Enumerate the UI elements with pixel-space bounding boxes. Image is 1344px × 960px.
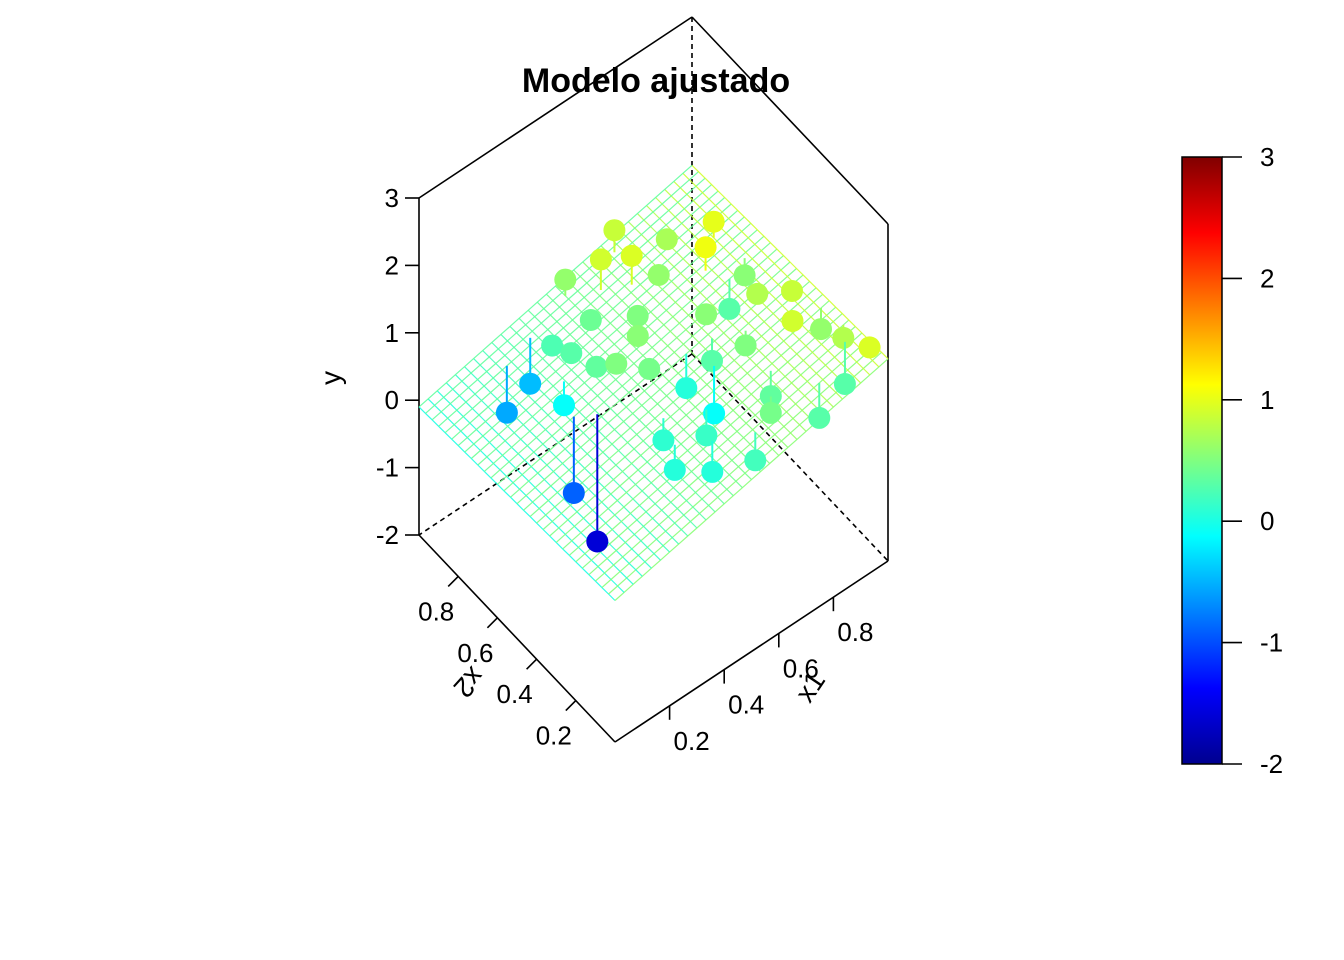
- z-tick-label: 3: [385, 183, 399, 213]
- data-point: [733, 264, 756, 287]
- data-point: [655, 228, 678, 251]
- plane-grid-line: [691, 164, 889, 360]
- z-tick-label: 0: [385, 385, 399, 415]
- z-tick-label: -2: [376, 520, 399, 550]
- data-point: [781, 310, 804, 332]
- data-point: [833, 373, 856, 395]
- data-point: [554, 268, 577, 291]
- x2-tick-label: 0.2: [536, 721, 572, 751]
- data-point: [718, 297, 741, 320]
- data-point: [603, 219, 626, 242]
- z-tick-label: 1: [385, 318, 399, 348]
- x1-tick-label: 0.6: [783, 653, 819, 683]
- data-point: [759, 401, 782, 424]
- data-point: [638, 357, 661, 380]
- colorbar-tick-label: -2: [1260, 749, 1283, 779]
- fitted-plane-mesh: [418, 164, 889, 601]
- colorbar-tick-label: 3: [1260, 142, 1274, 172]
- box-edge-front-left: [418, 534, 616, 743]
- data-point: [652, 429, 675, 452]
- data-point: [744, 449, 767, 472]
- colorbar-tick-label: 2: [1260, 263, 1274, 293]
- data-point: [620, 244, 643, 267]
- x2-tick: [565, 700, 577, 712]
- data-point: [734, 334, 757, 357]
- data-point: [808, 406, 831, 429]
- plane-grid-line: [438, 184, 712, 427]
- data-point: [832, 326, 855, 349]
- plane-grid-line: [418, 164, 693, 408]
- colorbar-ticks: -2 -1 0 1 2 3: [1222, 142, 1283, 779]
- x2-tick-label: 0.4: [497, 679, 533, 709]
- data-point: [759, 385, 782, 408]
- colorbar-gradient: [1181, 156, 1223, 765]
- data-point: [702, 210, 725, 233]
- data-point: [495, 401, 518, 424]
- x2-tick: [486, 617, 498, 629]
- data-point: [746, 282, 769, 305]
- data-point: [541, 334, 564, 357]
- data-point: [586, 530, 609, 553]
- plane-grid-line: [425, 171, 699, 414]
- data-point: [579, 309, 602, 331]
- colorbar: -2 -1 0 1 2 3: [1181, 142, 1283, 779]
- plot-box: [418, 16, 889, 743]
- data-point: [519, 372, 542, 395]
- data-point: [626, 325, 649, 347]
- data-point: [675, 377, 698, 400]
- x2-tick: [447, 575, 459, 587]
- x2-tick-label: 0.8: [418, 596, 454, 626]
- data-point: [695, 303, 718, 326]
- x1-tick-label: 0.4: [728, 690, 764, 720]
- data-point: [560, 342, 583, 365]
- data-point: [781, 280, 803, 302]
- data-point: [605, 352, 628, 375]
- box-edge-front-right: [614, 560, 889, 743]
- z-tick-label: 2: [385, 250, 399, 280]
- plane-grid-line: [431, 177, 706, 421]
- data-point: [701, 349, 723, 372]
- data-point: [647, 264, 670, 286]
- data-point: [589, 248, 612, 271]
- colorbar-tick-label: 0: [1260, 506, 1274, 536]
- data-point: [694, 236, 717, 259]
- colorbar-tick-label: 1: [1260, 385, 1274, 415]
- data-point: [695, 424, 718, 447]
- x2-tick: [526, 658, 538, 670]
- data-point: [858, 336, 881, 359]
- data-point: [701, 460, 724, 483]
- box-edge-top-back-right: [691, 16, 889, 225]
- x2-tick-label: 0.6: [457, 638, 493, 668]
- box-edge-back-bottom-right: [691, 353, 889, 562]
- data-point: [585, 355, 608, 378]
- data-point: [703, 402, 726, 425]
- data-point: [553, 394, 575, 417]
- colorbar-tick-label: -1: [1260, 628, 1283, 658]
- data-point: [810, 318, 832, 341]
- z-tick-label: -1: [376, 453, 399, 483]
- data-point: [562, 482, 585, 504]
- box-edge-top-back-left: [418, 16, 693, 199]
- data-points: [495, 210, 881, 553]
- data-point: [663, 458, 686, 481]
- data-point: [626, 304, 649, 327]
- chart-title: Modelo ajustado: [522, 62, 790, 100]
- x1-tick-label: 0.2: [674, 726, 710, 756]
- x1-tick-label: 0.8: [837, 617, 873, 647]
- z-axis-label: y: [315, 371, 346, 385]
